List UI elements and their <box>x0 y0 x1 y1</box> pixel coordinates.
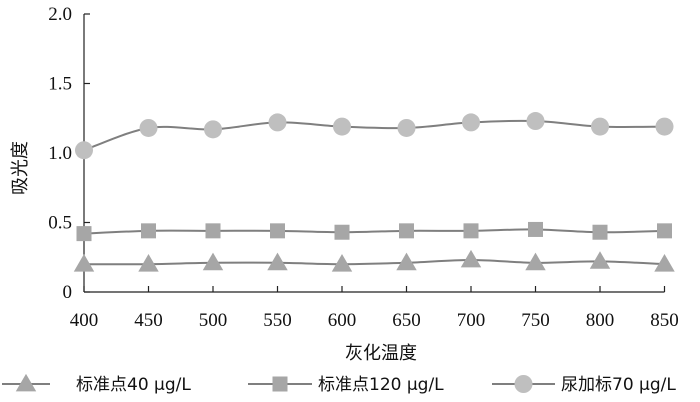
x-tick-label: 800 <box>586 310 615 331</box>
data-point-circle <box>591 117 609 136</box>
data-point-circle <box>397 118 416 137</box>
legend-marker-triangle <box>15 373 37 392</box>
legend-label: 标准点120 μg/L <box>318 375 444 395</box>
data-point-square <box>141 223 156 239</box>
legend-marker-square <box>272 376 288 392</box>
x-tick-label: 400 <box>70 310 99 331</box>
data-point-circle <box>655 117 674 136</box>
series-line-2 <box>83 228 665 235</box>
x-axis-title: 灰化温度 <box>345 343 417 364</box>
data-point-triangle <box>460 249 482 268</box>
data-point-square <box>463 223 479 239</box>
data-point-triangle <box>138 254 159 272</box>
data-point-square <box>657 223 672 239</box>
data-point-circle <box>204 120 222 139</box>
data-point-triangle <box>202 252 224 271</box>
data-point-square <box>270 223 285 239</box>
y-axis-title: 吸光度 <box>10 141 31 195</box>
data-point-circle <box>75 141 93 160</box>
x-tick-label: 450 <box>134 310 163 331</box>
data-point-square <box>205 223 221 239</box>
legend: 标准点40 μg/L 标准点120 μg/L 尿加标70 μg/L <box>2 373 676 395</box>
x-tick-label: 600 <box>328 310 357 331</box>
data-point-square <box>76 226 92 242</box>
data-point-triangle <box>331 254 353 272</box>
x-tick-label: 750 <box>521 310 550 331</box>
data-point-triangle <box>267 252 288 271</box>
data-point-circle <box>462 113 480 132</box>
data-point-square <box>528 221 543 237</box>
series-line-1 <box>83 259 665 266</box>
x-tick-label: 650 <box>392 310 421 331</box>
y-tick-label: 1.0 <box>48 143 72 164</box>
data-point-triangle <box>654 254 675 272</box>
data-point-triangle <box>73 254 95 272</box>
x-tick-label: 550 <box>263 310 292 331</box>
y-tick-label: 0.5 <box>48 213 72 234</box>
y-tick-label: 1.5 <box>48 74 72 95</box>
x-tick-label: 500 <box>199 310 228 331</box>
data-point-circle <box>526 112 545 131</box>
data-point-triangle <box>396 252 417 271</box>
data-point-triangle <box>589 251 611 269</box>
legend-marker-circle <box>514 375 533 393</box>
data-point-square <box>334 224 350 240</box>
data-point-circle <box>333 117 351 136</box>
data-point-square <box>399 223 414 239</box>
data-point-circle <box>268 113 287 132</box>
data-point-square <box>592 224 608 240</box>
y-tick-label: 0 <box>63 282 73 303</box>
series-line-3 <box>83 119 665 152</box>
y-tick-label: 2.0 <box>48 4 72 25</box>
legend-label: 标准点40 μg/L <box>76 375 191 395</box>
legend-label: 尿加标70 μg/L <box>561 375 676 395</box>
plot-area: 0 0.5 1.0 1.5 2.0 400 450 500 550 600 650 700 750 800… <box>48 4 679 331</box>
data-point-triangle <box>525 252 546 271</box>
data-point-circle <box>139 118 158 137</box>
x-tick-label: 700 <box>457 310 486 331</box>
x-tick-label: 850 <box>650 310 679 331</box>
